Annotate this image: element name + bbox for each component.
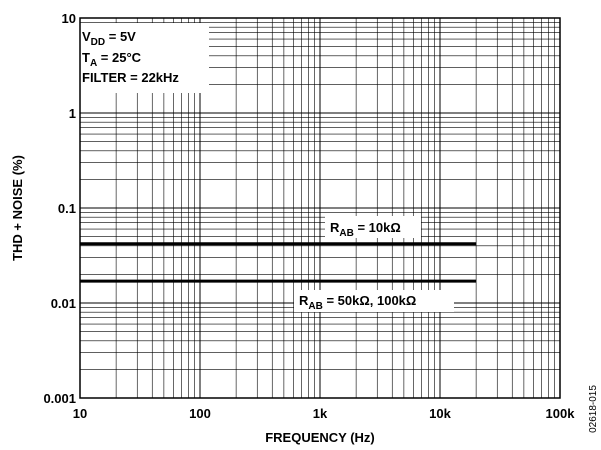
conditions-box (77, 23, 209, 93)
y-tick-label: 1 (69, 106, 76, 121)
x-tick-labels: 10 100 1k 10k 100k (73, 406, 575, 421)
y-axis-title: THD + NOISE (%) (10, 155, 25, 261)
series-label-bg-1 (294, 290, 454, 312)
condition-filter: FILTER = 22kHz (82, 70, 179, 85)
x-tick-label: 10k (429, 406, 451, 421)
y-tick-label: 0.01 (51, 296, 76, 311)
x-axis-title: FREQUENCY (Hz) (265, 430, 375, 445)
plot-frame (79, 17, 561, 399)
x-tick-label: 1k (313, 406, 328, 421)
series-layer (80, 242, 477, 283)
y-tick-label: 0.1 (58, 201, 76, 216)
y-tick-label: 10 (62, 11, 76, 26)
x-tick-label: 100k (546, 406, 576, 421)
figure-id: 02618-015 (588, 385, 599, 433)
y-tick-label: 0.001 (43, 391, 76, 406)
y-tick-labels: 0.001 0.01 0.1 1 10 (43, 11, 76, 406)
condition-vdd: VDD = 5V (82, 29, 136, 48)
series-label-bg-0 (325, 216, 421, 238)
condition-ta: TA = 25°C (82, 50, 142, 69)
x-tick-label: 10 (73, 406, 87, 421)
series-label-rab-50k-100k: RAB = 50kΩ, 100kΩ (299, 293, 416, 312)
x-tick-label: 100 (189, 406, 211, 421)
series-label-rab-10k: RAB = 10kΩ (330, 220, 401, 239)
